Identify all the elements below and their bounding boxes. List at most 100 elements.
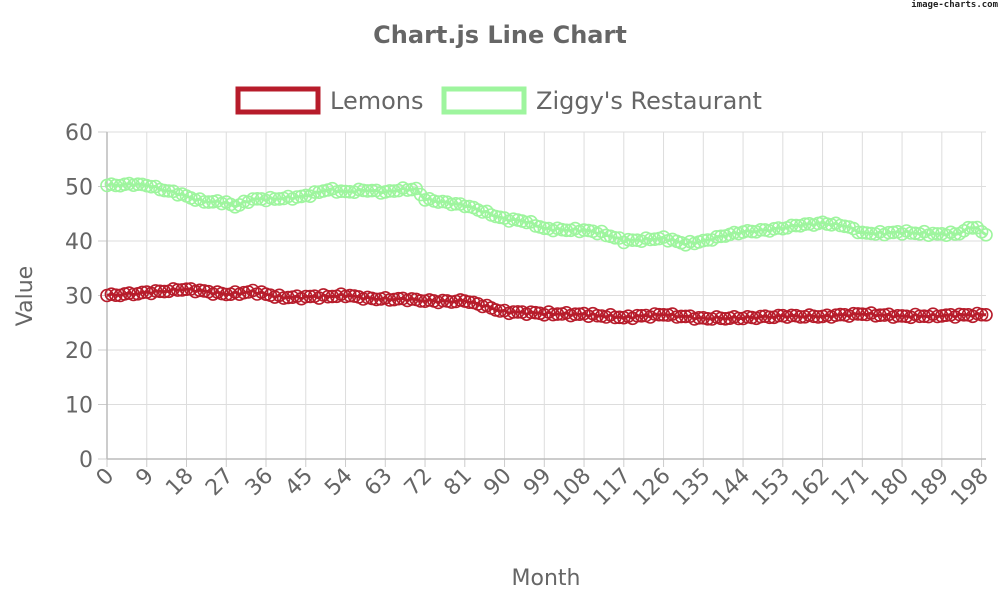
- data-point-lemons: [762, 310, 777, 325]
- data-point-lemons: [281, 290, 295, 305]
- y-tick-label: 30: [65, 285, 93, 310]
- data-point-ziggy-s-restaurant: [343, 185, 357, 199]
- data-point-lemons: [917, 309, 932, 324]
- x-tick-label: 72: [400, 464, 437, 501]
- data-point-lemons: [652, 307, 666, 322]
- data-point-ziggy-s-restaurant: [625, 233, 640, 247]
- data-point-lemons: [934, 309, 949, 323]
- data-point-lemons: [753, 309, 768, 324]
- data-point-lemons: [572, 307, 587, 322]
- data-point-ziggy-s-restaurant: [904, 226, 918, 240]
- data-point-ziggy-s-restaurant: [435, 194, 450, 209]
- data-point-ziggy-s-restaurant: [851, 225, 865, 240]
- data-point-ziggy-s-restaurant: [559, 223, 574, 238]
- data-point-ziggy-s-restaurant: [338, 184, 353, 199]
- data-point-lemons: [510, 305, 525, 319]
- data-point-ziggy-s-restaurant: [382, 184, 397, 198]
- data-point-lemons: [979, 307, 993, 322]
- data-point-ziggy-s-restaurant: [789, 218, 803, 233]
- data-point-lemons: [135, 285, 150, 300]
- y-tick-label: 60: [65, 121, 93, 146]
- x-tick-label: 171: [827, 464, 874, 511]
- x-tick-label: 0: [92, 464, 120, 492]
- x-tick-label: 18: [161, 464, 198, 501]
- data-point-lemons: [528, 305, 543, 320]
- data-point-lemons: [546, 307, 560, 322]
- data-point-ziggy-s-restaurant: [555, 222, 569, 237]
- data-point-ziggy-s-restaurant: [753, 223, 768, 237]
- data-point-ziggy-s-restaurant: [493, 210, 507, 225]
- data-point-ziggy-s-restaurant: [201, 195, 216, 209]
- data-point-ziggy-s-restaurant: [979, 228, 993, 242]
- data-point-lemons: [608, 310, 622, 325]
- data-point-ziggy-s-restaurant: [329, 185, 344, 199]
- data-point-lemons: [126, 287, 141, 302]
- data-point-lemons: [325, 289, 340, 304]
- data-point-lemons: [347, 289, 362, 303]
- data-point-lemons: [444, 295, 459, 309]
- legend-label-ziggys-restaurant: Ziggy's Restaurant: [536, 87, 762, 115]
- data-point-ziggy-s-restaurant: [170, 188, 185, 202]
- data-point-lemons: [404, 292, 419, 306]
- data-point-lemons: [855, 307, 870, 322]
- data-point-lemons: [793, 310, 808, 324]
- data-point-lemons: [873, 308, 887, 323]
- data-point-ziggy-s-restaurant: [745, 224, 759, 239]
- data-point-lemons: [957, 307, 971, 322]
- data-point-lemons: [276, 291, 291, 305]
- series-ziggy-s-restaurant: [100, 176, 993, 252]
- data-point-ziggy-s-restaurant: [961, 220, 976, 235]
- data-point-ziggy-s-restaurant: [855, 225, 870, 240]
- data-point-ziggy-s-restaurant: [325, 181, 340, 196]
- data-point-lemons: [811, 310, 826, 324]
- data-point-ziggy-s-restaurant: [647, 232, 662, 246]
- data-point-lemons: [321, 289, 335, 304]
- data-point-ziggy-s-restaurant: [117, 177, 132, 192]
- data-point-ziggy-s-restaurant: [700, 233, 715, 247]
- x-tick-label: 63: [360, 464, 397, 501]
- y-tick-label: 10: [65, 394, 93, 419]
- data-point-ziggy-s-restaurant: [908, 226, 923, 241]
- legend-swatch-lemons: [235, 86, 321, 115]
- x-tick-label: 117: [589, 464, 636, 511]
- data-point-ziggy-s-restaurant: [519, 215, 534, 230]
- x-tick-label: 135: [668, 464, 715, 511]
- data-point-ziggy-s-restaurant: [400, 183, 415, 197]
- data-point-lemons: [784, 308, 799, 323]
- data-point-lemons: [493, 304, 507, 318]
- data-point-lemons: [175, 283, 189, 297]
- x-tick-label: 54: [320, 464, 357, 501]
- data-point-lemons: [462, 295, 477, 310]
- data-point-ziggy-s-restaurant: [709, 230, 724, 244]
- data-point-ziggy-s-restaurant: [881, 225, 896, 240]
- data-point-ziggy-s-restaurant: [449, 197, 463, 211]
- x-tick-label: 162: [787, 464, 834, 511]
- data-point-lemons: [974, 307, 989, 322]
- data-point-lemons: [630, 308, 644, 323]
- data-point-ziggy-s-restaurant: [334, 184, 348, 198]
- data-point-ziggy-s-restaurant: [131, 177, 145, 191]
- data-point-ziggy-s-restaurant: [798, 217, 812, 231]
- data-point-lemons: [851, 307, 865, 321]
- data-point-ziggy-s-restaurant: [859, 226, 874, 240]
- data-point-ziggy-s-restaurant: [488, 209, 503, 224]
- series-lemons: [100, 282, 993, 326]
- data-point-ziggy-s-restaurant: [771, 221, 786, 235]
- data-point-ziggy-s-restaurant: [267, 192, 282, 206]
- data-point-lemons: [771, 308, 786, 323]
- data-point-lemons: [153, 284, 167, 299]
- data-point-lemons: [656, 307, 671, 322]
- x-tick-label: 189: [907, 464, 954, 511]
- x-tick-label: 108: [549, 464, 596, 511]
- data-point-ziggy-s-restaurant: [272, 192, 287, 206]
- data-point-ziggy-s-restaurant: [930, 227, 945, 241]
- data-point-ziggy-s-restaurant: [864, 226, 879, 241]
- data-point-ziggy-s-restaurant: [365, 183, 379, 198]
- data-point-lemons: [506, 305, 521, 319]
- y-tick-label: 40: [65, 230, 93, 255]
- data-point-ziggy-s-restaurant: [157, 183, 172, 198]
- data-point-lemons: [303, 289, 318, 304]
- data-point-ziggy-s-restaurant: [965, 221, 980, 235]
- data-point-lemons: [678, 309, 693, 324]
- data-point-ziggy-s-restaurant: [740, 224, 755, 238]
